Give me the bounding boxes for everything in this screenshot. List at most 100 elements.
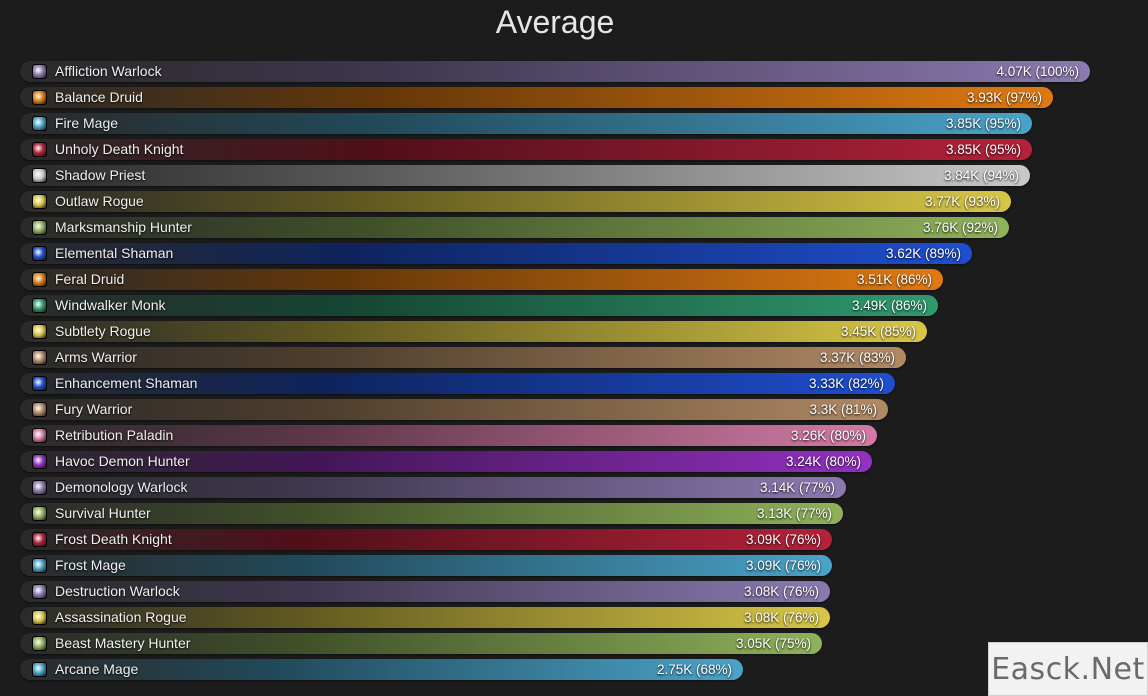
bar-row-outlaw-rogue: Outlaw Rogue 3.77K (93%) bbox=[20, 191, 1090, 212]
bar-row-destruction-warlock: Destruction Warlock 3.08K (76%) bbox=[20, 581, 1090, 602]
bar-row-affliction-warlock: Affliction Warlock 4.07K (100%) bbox=[20, 61, 1090, 82]
bar-value-label: 3.05K (75%) bbox=[735, 636, 811, 651]
bar-value-label: 3.14K (77%) bbox=[759, 480, 835, 495]
bar-value-label: 3.77K (93%) bbox=[924, 194, 1000, 209]
bar-row-arcane-mage: Arcane Mage 2.75K (68%) bbox=[20, 659, 1090, 680]
beast-mastery-hunter-icon bbox=[32, 636, 47, 651]
elemental-shaman-icon bbox=[32, 246, 47, 261]
bar-value-label: 3.26K (80%) bbox=[790, 428, 866, 443]
arms-warrior-icon bbox=[32, 350, 47, 365]
bar-arcane-mage bbox=[20, 659, 743, 680]
bar-value-label: 3.84K (94%) bbox=[943, 168, 1019, 183]
affliction-warlock-icon bbox=[32, 64, 47, 79]
watermark: Easck.Net bbox=[988, 642, 1148, 696]
demonology-warlock-icon bbox=[32, 480, 47, 495]
bar-value-label: 3.85K (95%) bbox=[945, 116, 1021, 131]
bar-label: Windwalker Monk bbox=[55, 297, 166, 313]
assassination-rogue-icon bbox=[32, 610, 47, 625]
frost-death-knight-icon bbox=[32, 532, 47, 547]
bar-label: Survival Hunter bbox=[55, 505, 151, 521]
bar-label: Frost Death Knight bbox=[55, 531, 172, 547]
windwalker-monk-icon bbox=[32, 298, 47, 313]
chart-title: Average bbox=[495, 4, 615, 40]
bar-row-balance-druid: Balance Druid 3.93K (97%) bbox=[20, 87, 1090, 108]
bar-row-havoc-demon-hunter: Havoc Demon Hunter 3.24K (80%) bbox=[20, 451, 1090, 472]
bar-label: Affliction Warlock bbox=[55, 63, 162, 79]
bar-enhancement-shaman bbox=[20, 373, 895, 394]
bar-row-frost-mage: Frost Mage 3.09K (76%) bbox=[20, 555, 1090, 576]
bar-label: Fire Mage bbox=[55, 115, 119, 131]
enhancement-shaman-icon bbox=[32, 376, 47, 391]
bar-label: Marksmanship Hunter bbox=[55, 219, 192, 235]
bar-value-label: 4.07K (100%) bbox=[996, 64, 1079, 79]
bar-row-shadow-priest: Shadow Priest 3.84K (94%) bbox=[20, 165, 1090, 186]
bar-value-label: 3.85K (95%) bbox=[945, 142, 1021, 157]
bar-demonology-warlock bbox=[20, 477, 846, 498]
bar-value-label: 3.45K (85%) bbox=[840, 324, 916, 339]
destruction-warlock-icon bbox=[32, 584, 47, 599]
bar-row-feral-druid: Feral Druid 3.51K (86%) bbox=[20, 269, 1090, 290]
bar-fire-mage bbox=[20, 113, 1032, 134]
retribution-paladin-icon bbox=[32, 428, 47, 443]
bar-label: Arcane Mage bbox=[55, 661, 139, 677]
fire-mage-icon bbox=[32, 116, 47, 131]
bar-label: Enhancement Shaman bbox=[55, 375, 198, 391]
bar-label: Retribution Paladin bbox=[55, 427, 174, 443]
bar-label: Beast Mastery Hunter bbox=[55, 635, 191, 651]
bar-arms-warrior bbox=[20, 347, 906, 368]
bar-value-label: 3.93K (97%) bbox=[966, 90, 1042, 105]
bar-unholy-death-knight bbox=[20, 139, 1032, 160]
bar-windwalker-monk bbox=[20, 295, 938, 316]
bar-value-label: 3.62K (89%) bbox=[885, 246, 961, 261]
bar-row-frost-death-knight: Frost Death Knight 3.09K (76%) bbox=[20, 529, 1090, 550]
havoc-demon-hunter-icon bbox=[32, 454, 47, 469]
bar-elemental-shaman bbox=[20, 243, 972, 264]
bar-label: Demonology Warlock bbox=[55, 479, 188, 495]
bar-value-label: 3.13K (77%) bbox=[756, 506, 832, 521]
bar-row-beast-mastery-hunter: Beast Mastery Hunter 3.05K (75%) bbox=[20, 633, 1090, 654]
bar-label: Havoc Demon Hunter bbox=[55, 453, 190, 469]
bar-chart: Affliction Warlock 4.07K (100%) Balance Dr… bbox=[20, 61, 1100, 685]
bar-label: Subtlety Rogue bbox=[55, 323, 151, 339]
survival-hunter-icon bbox=[32, 506, 47, 521]
bar-label: Feral Druid bbox=[55, 271, 125, 287]
fury-warrior-icon bbox=[32, 402, 47, 417]
bar-havoc-demon-hunter bbox=[20, 451, 872, 472]
bar-label: Unholy Death Knight bbox=[55, 141, 184, 157]
bar-marksmanship-hunter bbox=[20, 217, 1009, 238]
bar-balance-druid bbox=[20, 87, 1053, 108]
watermark-text: Easck.Net bbox=[991, 651, 1145, 687]
bar-survival-hunter bbox=[20, 503, 843, 524]
bar-row-survival-hunter: Survival Hunter 3.13K (77%) bbox=[20, 503, 1090, 524]
bar-value-label: 3.49K (86%) bbox=[851, 298, 927, 313]
bar-value-label: 3.3K (81%) bbox=[809, 402, 877, 417]
bar-beast-mastery-hunter bbox=[20, 633, 822, 654]
bar-frost-death-knight bbox=[20, 529, 832, 550]
bar-row-windwalker-monk: Windwalker Monk 3.49K (86%) bbox=[20, 295, 1090, 316]
bar-row-arms-warrior: Arms Warrior 3.37K (83%) bbox=[20, 347, 1090, 368]
bar-label: Outlaw Rogue bbox=[55, 193, 144, 209]
bar-retribution-paladin bbox=[20, 425, 877, 446]
bar-shadow-priest bbox=[20, 165, 1030, 186]
bar-label: Assassination Rogue bbox=[55, 609, 187, 625]
bar-row-enhancement-shaman: Enhancement Shaman 3.33K (82%) bbox=[20, 373, 1090, 394]
bar-value-label: 3.09K (76%) bbox=[745, 558, 821, 573]
bar-row-marksmanship-hunter: Marksmanship Hunter 3.76K (92%) bbox=[20, 217, 1090, 238]
bar-row-subtlety-rogue: Subtlety Rogue 3.45K (85%) bbox=[20, 321, 1090, 342]
bar-label: Arms Warrior bbox=[55, 349, 137, 365]
unholy-death-knight-icon bbox=[32, 142, 47, 157]
bar-subtlety-rogue bbox=[20, 321, 927, 342]
bar-label: Destruction Warlock bbox=[55, 583, 180, 599]
bar-value-label: 3.08K (76%) bbox=[743, 610, 819, 625]
bar-row-fire-mage: Fire Mage 3.85K (95%) bbox=[20, 113, 1090, 134]
subtlety-rogue-icon bbox=[32, 324, 47, 339]
marksmanship-hunter-icon bbox=[32, 220, 47, 235]
shadow-priest-icon bbox=[32, 168, 47, 183]
bar-fury-warrior bbox=[20, 399, 888, 420]
balance-druid-icon bbox=[32, 90, 47, 105]
bar-value-label: 3.37K (83%) bbox=[819, 350, 895, 365]
bar-affliction-warlock bbox=[20, 61, 1090, 82]
bar-frost-mage bbox=[20, 555, 832, 576]
bar-label: Elemental Shaman bbox=[55, 245, 174, 261]
bar-row-fury-warrior: Fury Warrior 3.3K (81%) bbox=[20, 399, 1090, 420]
